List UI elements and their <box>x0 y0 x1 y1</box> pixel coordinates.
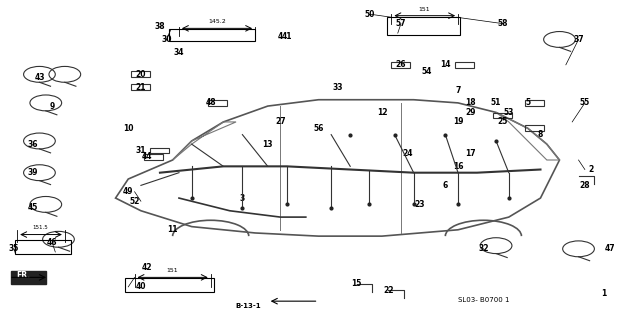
Bar <box>525 100 543 106</box>
Text: 14: 14 <box>440 60 450 69</box>
Bar <box>208 100 227 106</box>
Text: 7: 7 <box>455 86 461 95</box>
Text: 10: 10 <box>123 124 134 133</box>
Text: 42: 42 <box>142 263 152 272</box>
Text: 19: 19 <box>453 117 463 126</box>
Text: 27: 27 <box>275 117 286 126</box>
Text: 20: 20 <box>136 70 146 79</box>
Text: 54: 54 <box>421 67 431 76</box>
Text: 9: 9 <box>50 101 55 111</box>
Bar <box>15 240 71 253</box>
Text: 18: 18 <box>466 99 476 108</box>
Text: 33: 33 <box>333 83 343 92</box>
Text: 151: 151 <box>419 6 430 12</box>
Text: 24: 24 <box>402 149 413 158</box>
Text: 3: 3 <box>240 194 245 203</box>
Bar <box>125 278 214 292</box>
Text: 56: 56 <box>313 124 324 133</box>
Text: 43: 43 <box>34 73 45 82</box>
Text: 31: 31 <box>136 146 146 155</box>
Text: 8: 8 <box>538 130 543 139</box>
Text: 29: 29 <box>466 108 476 117</box>
Text: 17: 17 <box>466 149 476 158</box>
Bar <box>525 125 543 131</box>
Text: 58: 58 <box>497 19 508 28</box>
Text: 21: 21 <box>136 83 146 92</box>
Text: 52: 52 <box>129 197 140 206</box>
Text: 30: 30 <box>161 35 171 44</box>
Text: 35: 35 <box>9 244 19 253</box>
Text: 22: 22 <box>383 285 394 295</box>
Text: 1: 1 <box>601 289 606 298</box>
Text: 28: 28 <box>580 181 590 190</box>
Text: 51: 51 <box>491 99 501 108</box>
Text: 2: 2 <box>589 165 594 174</box>
Text: 57: 57 <box>396 19 406 28</box>
Bar <box>131 71 150 77</box>
Bar <box>169 29 255 41</box>
Text: 46: 46 <box>47 238 57 247</box>
Text: 34: 34 <box>174 48 184 57</box>
Text: 48: 48 <box>205 99 216 108</box>
Text: 6: 6 <box>443 181 448 190</box>
Text: 151: 151 <box>167 268 178 273</box>
Text: 40: 40 <box>136 282 146 292</box>
Bar <box>150 148 169 153</box>
Text: 15: 15 <box>352 279 362 288</box>
Text: 26: 26 <box>396 60 406 69</box>
Text: 45: 45 <box>28 203 38 212</box>
Bar <box>131 84 150 90</box>
Text: 44: 44 <box>142 152 152 161</box>
Bar <box>493 113 512 118</box>
Text: 145.2: 145.2 <box>208 19 226 24</box>
Text: 39: 39 <box>28 168 38 177</box>
Text: 23: 23 <box>415 200 426 209</box>
Text: 53: 53 <box>504 108 514 117</box>
Text: 49: 49 <box>123 187 134 196</box>
Text: 47: 47 <box>605 244 615 253</box>
Bar <box>144 154 163 160</box>
Text: 4: 4 <box>278 32 283 41</box>
Text: 16: 16 <box>453 162 463 171</box>
Text: B-13-1: B-13-1 <box>236 303 261 309</box>
Text: 25: 25 <box>497 117 508 126</box>
Text: 12: 12 <box>376 108 387 117</box>
Text: 32: 32 <box>478 244 489 253</box>
Bar <box>391 62 410 68</box>
Text: FR.: FR. <box>17 271 31 280</box>
Text: 50: 50 <box>364 10 375 19</box>
Bar <box>455 62 474 68</box>
Text: 151.5: 151.5 <box>33 225 48 230</box>
Text: 41: 41 <box>282 32 292 41</box>
Text: 5: 5 <box>526 99 531 108</box>
Text: 13: 13 <box>262 140 273 148</box>
Text: 38: 38 <box>155 22 165 31</box>
Text: 37: 37 <box>573 35 584 44</box>
Text: SL03- B0700 1: SL03- B0700 1 <box>458 297 510 303</box>
Bar <box>11 271 46 284</box>
Text: 11: 11 <box>168 225 178 234</box>
Text: 55: 55 <box>580 99 590 108</box>
Bar <box>387 17 460 35</box>
Text: 36: 36 <box>28 140 38 148</box>
